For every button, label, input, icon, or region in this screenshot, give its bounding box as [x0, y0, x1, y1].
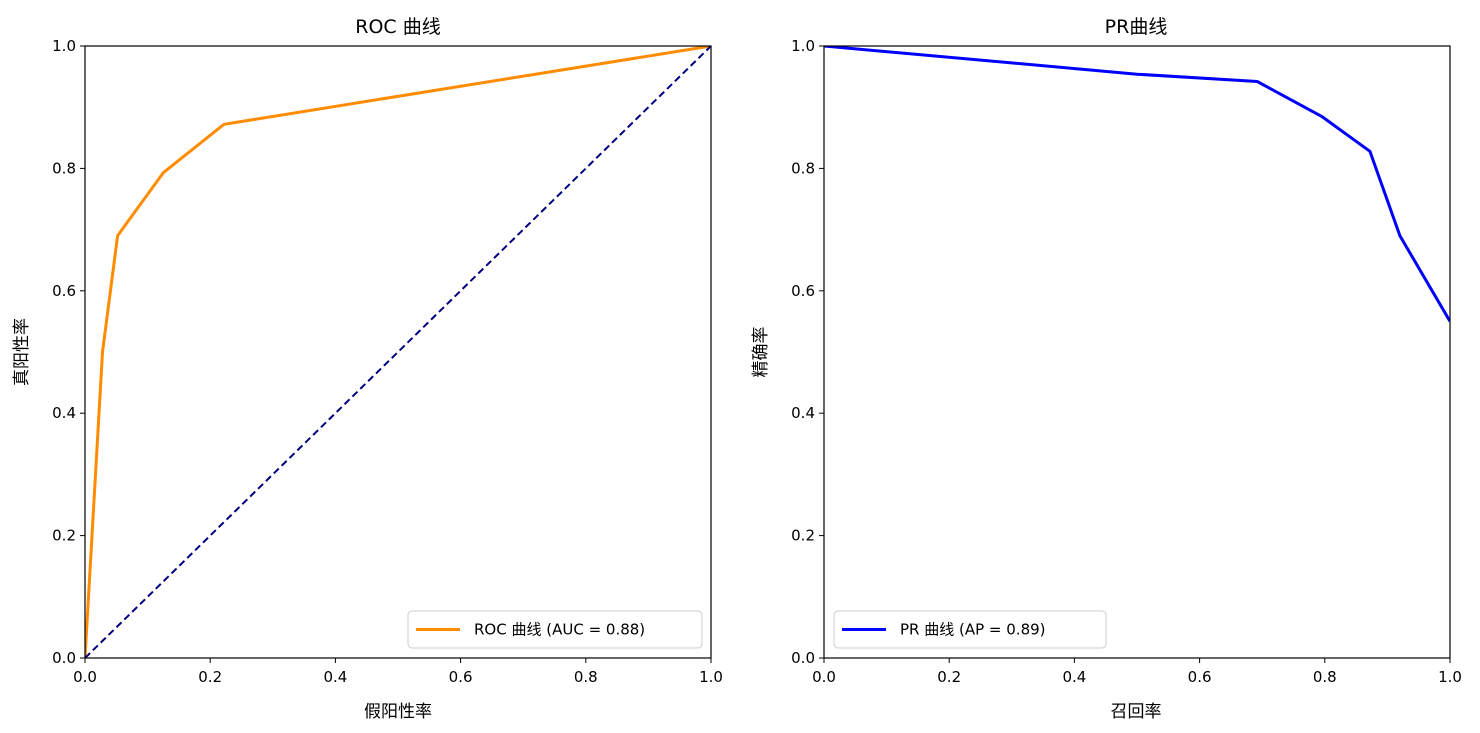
pr-y-tick-label: 0.4 [791, 404, 815, 422]
roc-y-tick-label: 0.4 [52, 404, 76, 422]
roc-legend-label: ROC 曲线 (AUC = 0.88) [474, 621, 645, 639]
pr-y-tick-label: 1.0 [791, 37, 815, 55]
pr-x-tick-label: 0.0 [812, 668, 836, 686]
pr-chart-title: PR曲线 [1105, 16, 1168, 38]
roc-chart-title: ROC 曲线 [355, 16, 440, 38]
roc-y-tick-label: 0.2 [52, 527, 76, 545]
pr-chart-panel: PR曲线 召回率 精确率 0.0 0.2 0.4 0.6 0.8 1.0 0.0 0.2 0.4… [751, 16, 1462, 722]
roc-y-tick-label: 0.0 [52, 649, 76, 667]
roc-legend: ROC 曲线 (AUC = 0.88) [407, 610, 703, 649]
pr-y-tick-label: 0.6 [791, 282, 815, 300]
pr-series-group [824, 46, 1450, 323]
pr-y-tick-label: 0.0 [791, 649, 815, 667]
pr-x-tick-label: 1.0 [1438, 668, 1462, 686]
pr-x-tick-label: 0.2 [937, 668, 961, 686]
roc-curve-line [85, 46, 711, 658]
roc-x-axis-label: 假阳性率 [364, 702, 432, 722]
pr-legend-label: PR 曲线 (AP = 0.89) [900, 621, 1046, 639]
roc-x-tick-label: 0.2 [198, 668, 222, 686]
roc-x-tick-label: 0.8 [574, 668, 598, 686]
pr-x-tick-label: 0.6 [1188, 668, 1212, 686]
roc-x-tick-label: 0.6 [449, 668, 473, 686]
pr-y-axis-label: 精确率 [751, 327, 771, 378]
pr-x-axis-label: 召回率 [1111, 702, 1162, 722]
roc-diagonal-reference-line [85, 46, 711, 658]
pr-x-tick-label: 0.8 [1313, 668, 1337, 686]
roc-y-axis-label: 真阳性率 [12, 318, 32, 386]
roc-y-tick-label: 0.6 [52, 282, 76, 300]
pr-axes-frame [823, 45, 1451, 659]
roc-series-group [85, 46, 711, 658]
roc-x-tick-label: 1.0 [699, 668, 723, 686]
pr-legend-box [833, 610, 1107, 649]
roc-x-tick-label: 0.0 [73, 668, 97, 686]
pr-legend: PR 曲线 (AP = 0.89) [833, 610, 1107, 649]
roc-axes-frame [84, 45, 712, 659]
roc-y-tick-label: 0.8 [52, 159, 76, 177]
roc-legend-box [407, 610, 703, 649]
pr-curve-line [824, 46, 1450, 323]
pr-y-tick-label: 0.2 [791, 527, 815, 545]
roc-x-tick-label: 0.4 [323, 668, 347, 686]
roc-y-tick-label: 1.0 [52, 37, 76, 55]
pr-x-tick-label: 0.4 [1062, 668, 1086, 686]
pr-y-tick-label: 0.8 [791, 159, 815, 177]
roc-chart-panel: ROC 曲线 假阳性率 真阳性率 0.0 0.2 0.4 0.6 0.8 1.0 0.0 0.… [12, 16, 723, 722]
